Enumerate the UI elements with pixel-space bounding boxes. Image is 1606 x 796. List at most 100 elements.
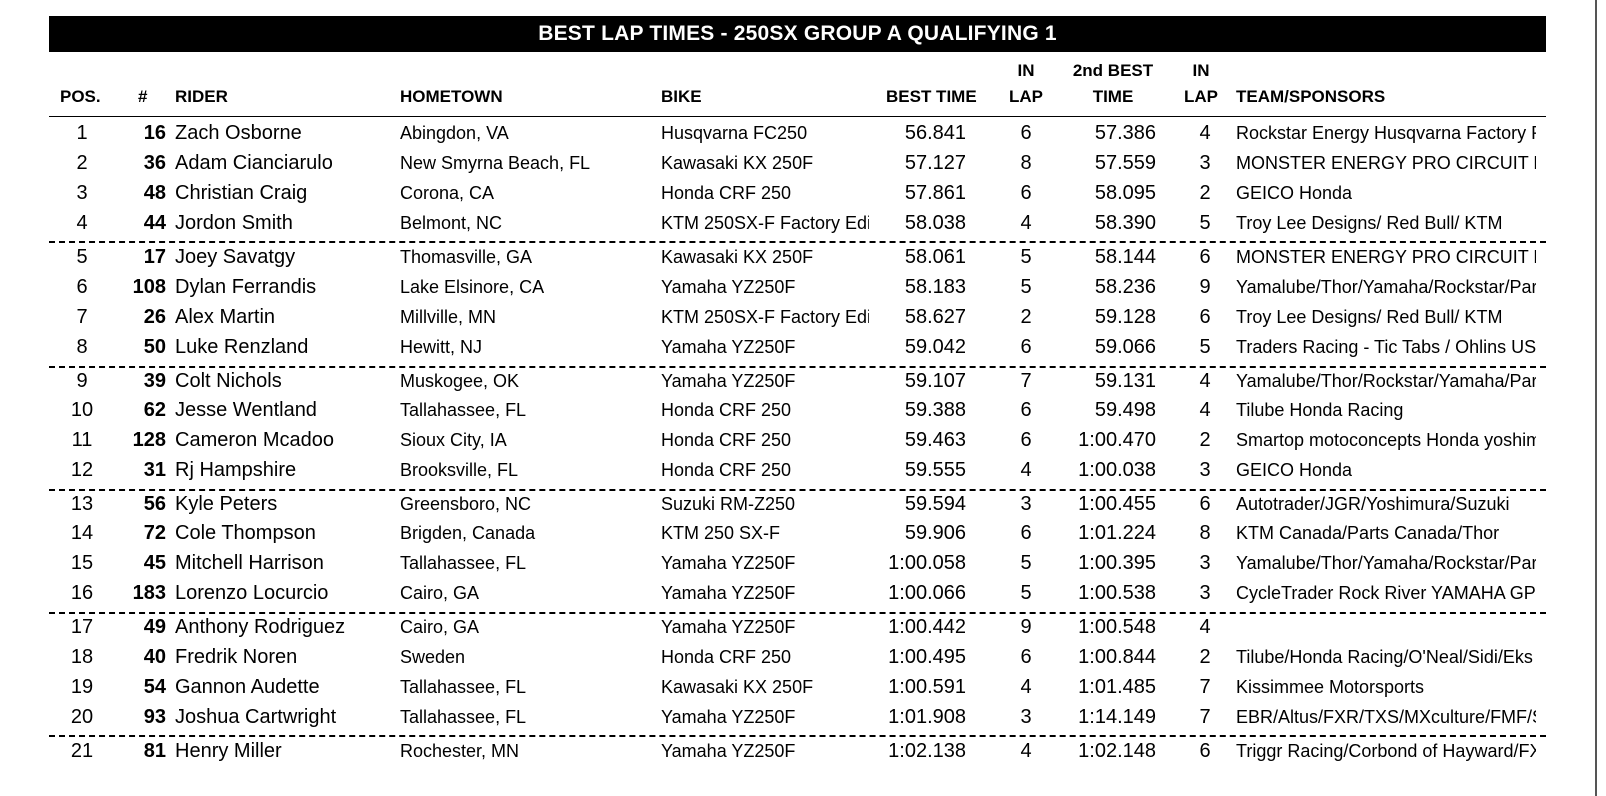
row-best-lap: 5 bbox=[1020, 582, 1032, 604]
row-second-best-time: 1:00.470 bbox=[1078, 429, 1156, 451]
row-best-lap: 6 bbox=[1020, 429, 1032, 451]
row-second-best-lap: 6 bbox=[1199, 740, 1211, 762]
row-second-best-time: 58.390 bbox=[1094, 212, 1156, 234]
row-team-sponsors: KTM Canada/Parts Canada/Thor bbox=[1236, 523, 1500, 543]
row-second-best-time: 57.386 bbox=[1094, 122, 1156, 144]
header-number: # bbox=[138, 87, 148, 106]
row-second-best-time: 1:01.485 bbox=[1078, 676, 1156, 698]
table-row: 7 26 Alex Martin Millville, MN KTM 250SX-F F… bbox=[0, 302, 1595, 332]
row-best-lap: 3 bbox=[1020, 706, 1032, 728]
page-right-border bbox=[1595, 0, 1606, 796]
row-second-best-lap: 8 bbox=[1199, 522, 1211, 544]
row-rider-number: 62 bbox=[143, 399, 166, 421]
table-header: POS. # RIDER HOMETOWN BIKE BEST TIME IN … bbox=[0, 58, 1595, 114]
row-team-sponsors: Smartop motoconcepts Honda yoshimura bbox=[1236, 430, 1536, 450]
row-position: 2 bbox=[76, 152, 88, 174]
row-best-time: 58.038 bbox=[904, 212, 966, 234]
table-row: 15 45 Mitchell Harrison Tallahassee, FL Yama… bbox=[0, 548, 1595, 578]
table-row: 6 108 Dylan Ferrandis Lake Elsinore, CA Yama… bbox=[0, 272, 1595, 302]
row-position: 1 bbox=[76, 122, 88, 144]
row-team-sponsors: Yamalube/Thor/Rockstar/Yamaha/Parts bbox=[1236, 371, 1536, 391]
results-title: BEST LAP TIMES - 250SX GROUP A QUALIFYIN… bbox=[49, 16, 1546, 52]
row-position: 19 bbox=[70, 676, 94, 698]
header-rule bbox=[49, 116, 1546, 117]
row-best-lap: 5 bbox=[1020, 552, 1032, 574]
row-rider-number: 40 bbox=[143, 646, 166, 668]
row-second-best-lap: 4 bbox=[1199, 122, 1211, 144]
table-row: 2 36 Adam Cianciarulo New Smyrna Beach, FL K… bbox=[0, 148, 1595, 178]
row-bike: Yamaha YZ250F bbox=[661, 707, 796, 727]
row-hometown: Tallahassee, FL bbox=[400, 400, 527, 420]
row-best-lap: 5 bbox=[1020, 276, 1032, 298]
row-team-sponsors: CycleTrader Rock River YAMAHA GPI bbox=[1236, 583, 1536, 603]
row-rider-name: Rj Hampshire bbox=[175, 459, 297, 481]
row-position: 18 bbox=[70, 646, 94, 668]
row-second-best-lap: 4 bbox=[1199, 370, 1211, 392]
row-best-time: 59.594 bbox=[904, 493, 966, 515]
row-position: 16 bbox=[70, 582, 94, 604]
row-second-best-lap: 9 bbox=[1199, 276, 1211, 298]
row-second-best-lap: 7 bbox=[1199, 706, 1211, 728]
row-hometown: Sweden bbox=[400, 647, 466, 667]
row-rider-name: Kyle Peters bbox=[175, 493, 278, 515]
row-best-lap: 9 bbox=[1020, 616, 1032, 638]
row-second-best-lap: 4 bbox=[1199, 616, 1211, 638]
table-row: 20 93 Joshua Cartwright Tallahassee, FL Yama… bbox=[0, 702, 1595, 732]
row-rider-number: 49 bbox=[143, 616, 166, 638]
row-bike: Honda CRF 250 bbox=[661, 183, 792, 203]
row-bike: Yamaha YZ250F bbox=[661, 583, 796, 603]
header-rider: RIDER bbox=[175, 87, 228, 106]
row-second-best-time: 1:00.538 bbox=[1078, 582, 1156, 604]
row-second-best-time: 59.128 bbox=[1094, 306, 1156, 328]
row-bike: Honda CRF 250 bbox=[661, 647, 792, 667]
row-second-best-lap: 5 bbox=[1199, 336, 1211, 358]
table-row: 17 49 Anthony Rodriguez Cairo, GA Yamaha YZ2… bbox=[0, 612, 1595, 642]
row-second-best-lap: 2 bbox=[1199, 429, 1211, 451]
row-best-time: 59.042 bbox=[904, 336, 966, 358]
row-hometown: Sioux City, IA bbox=[400, 430, 507, 450]
header-best-time: BEST TIME bbox=[886, 87, 977, 106]
row-rider-number: 16 bbox=[143, 122, 166, 144]
row-hometown: Corona, CA bbox=[400, 183, 495, 203]
row-best-lap: 6 bbox=[1020, 522, 1032, 544]
row-team-sponsors: MONSTER ENERGY PRO CIRCUIT KAV bbox=[1236, 247, 1536, 267]
row-second-best-time: 1:00.844 bbox=[1078, 646, 1156, 668]
row-second-best-time: 59.066 bbox=[1094, 336, 1156, 358]
row-bike: Yamaha YZ250F bbox=[661, 277, 796, 297]
row-rider-number: 36 bbox=[143, 152, 166, 174]
row-rider-number: 183 bbox=[132, 582, 166, 604]
row-hometown: Tallahassee, FL bbox=[400, 677, 527, 697]
table-row: 14 72 Cole Thompson Brigden, Canada KTM 250 … bbox=[0, 518, 1595, 548]
row-position: 6 bbox=[76, 276, 88, 298]
row-best-time: 59.906 bbox=[904, 522, 966, 544]
row-rider-number: 72 bbox=[143, 522, 166, 544]
row-best-time: 57.861 bbox=[904, 182, 966, 204]
row-second-best-time: 58.144 bbox=[1094, 246, 1156, 268]
row-team-sponsors: Triggr Racing/Corbond of Hayward/FXR/ bbox=[1236, 741, 1536, 761]
row-rider-name: Joshua Cartwright bbox=[175, 706, 337, 728]
group-divider bbox=[49, 241, 1546, 243]
row-second-best-lap: 2 bbox=[1199, 182, 1211, 204]
row-best-lap: 8 bbox=[1020, 152, 1032, 174]
row-second-best-lap: 6 bbox=[1199, 306, 1211, 328]
row-team-sponsors: EBR/Altus/FXR/TXS/MXculture/FMF/Sar bbox=[1236, 707, 1536, 727]
row-position: 14 bbox=[70, 522, 94, 544]
row-position: 12 bbox=[70, 459, 94, 481]
table-row: 13 56 Kyle Peters Greensboro, NC Suzuki RM-Z… bbox=[0, 489, 1595, 519]
row-second-best-time: 1:00.455 bbox=[1078, 493, 1156, 515]
row-best-time: 1:00.442 bbox=[888, 616, 966, 638]
row-rider-number: 93 bbox=[143, 706, 166, 728]
row-second-best-time: 1:00.548 bbox=[1078, 616, 1156, 638]
row-rider-name: Zach Osborne bbox=[175, 122, 302, 144]
row-hometown: Cairo, GA bbox=[400, 583, 480, 603]
row-hometown: Tallahassee, FL bbox=[400, 553, 527, 573]
row-second-best-time: 59.131 bbox=[1094, 370, 1156, 392]
row-position: 11 bbox=[71, 429, 93, 451]
row-bike: Yamaha YZ250F bbox=[661, 741, 796, 761]
row-best-time: 1:00.058 bbox=[888, 552, 966, 574]
table-row: 3 48 Christian Craig Corona, CA Honda CRF 25… bbox=[0, 178, 1595, 208]
row-bike: KTM 250SX-F Factory Editi bbox=[661, 213, 869, 233]
row-best-time: 1:01.908 bbox=[888, 706, 966, 728]
row-rider-name: Jesse Wentland bbox=[175, 399, 317, 421]
